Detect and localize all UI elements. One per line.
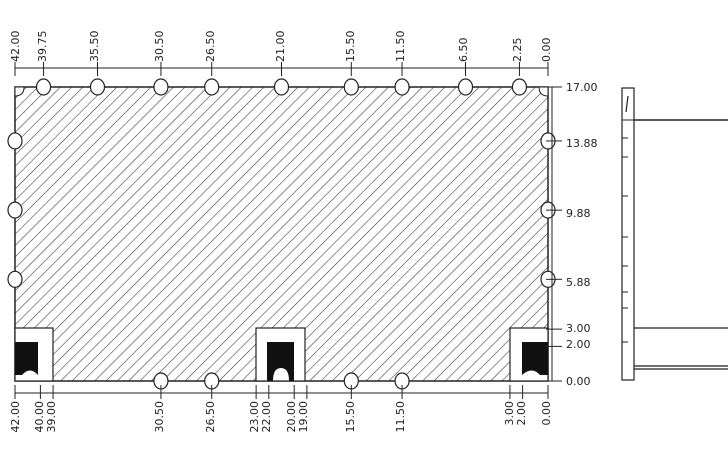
bottom-label: 30.50: [153, 401, 166, 433]
top-label: 26.50: [204, 31, 217, 63]
right-label: 13.88: [566, 137, 598, 150]
side-notches: [7, 132, 556, 288]
bottom-dimension-ticks: [14, 385, 549, 399]
bottom-label: 39.00: [45, 401, 58, 433]
recess-right: [509, 327, 549, 382]
top-labels: 42.00 39.75 35.50 30.50 26.50 21.00 15.5…: [9, 31, 553, 63]
bottom-label: 22.00: [260, 401, 273, 433]
top-label: 2.25: [511, 38, 524, 63]
bottom-label: 26.50: [204, 401, 217, 433]
right-label: 3.00: [566, 322, 591, 335]
bottom-label: 40.00: [33, 401, 46, 433]
bottom-label: 20.00: [285, 401, 298, 433]
bottom-label: 3.00: [503, 401, 516, 426]
right-label: 9.88: [566, 207, 591, 220]
top-label: 0.00: [540, 38, 553, 63]
right-label: 17.00: [566, 81, 598, 94]
notch: [511, 78, 528, 96]
top-label: 11.50: [394, 31, 407, 63]
top-label: 6.50: [457, 38, 470, 63]
top-notches: [35, 78, 528, 96]
slab-corner-cutouts: [14, 86, 549, 97]
right-label: 5.88: [566, 276, 591, 289]
top-dimension-ticks: [14, 62, 549, 76]
right-label: 2.00: [566, 338, 591, 351]
notch: [273, 78, 290, 96]
notch: [153, 78, 169, 96]
bottom-label: 23.00: [248, 401, 261, 433]
notch: [7, 201, 23, 219]
top-label: 39.75: [36, 31, 49, 63]
right-dimension-ticks: [546, 86, 562, 382]
recess-left: [14, 327, 54, 382]
bottom-labels: 42.00 40.00 39.00 30.50 26.50 23.00 22.0…: [9, 401, 553, 433]
notch: [204, 78, 220, 96]
top-label: 42.00: [9, 31, 22, 63]
notch: [89, 78, 106, 96]
bottom-label: 42.00: [9, 401, 22, 433]
bottom-label: 15.50: [344, 401, 357, 433]
right-labels: 17.00 13.88 9.88 5.88 3.00 2.00 0.00: [566, 81, 598, 388]
top-label: 35.50: [88, 31, 101, 63]
recess-center: [255, 327, 306, 382]
notch: [343, 78, 359, 96]
top-label: 15.50: [344, 31, 357, 63]
notch: [394, 78, 410, 96]
top-label: 21.00: [274, 31, 287, 63]
notch: [7, 270, 23, 288]
right-label: 0.00: [566, 375, 591, 388]
top-label: 30.50: [153, 31, 166, 63]
section-view: [621, 87, 728, 381]
bottom-label: 0.00: [540, 401, 553, 426]
bottom-label: 2.00: [515, 401, 528, 426]
notch: [35, 78, 52, 96]
bottom-label: 11.50: [394, 401, 407, 433]
notch: [457, 78, 474, 96]
bottom-label: 19.00: [297, 401, 310, 433]
notch: [7, 132, 23, 150]
bottom-notches: [153, 372, 410, 390]
